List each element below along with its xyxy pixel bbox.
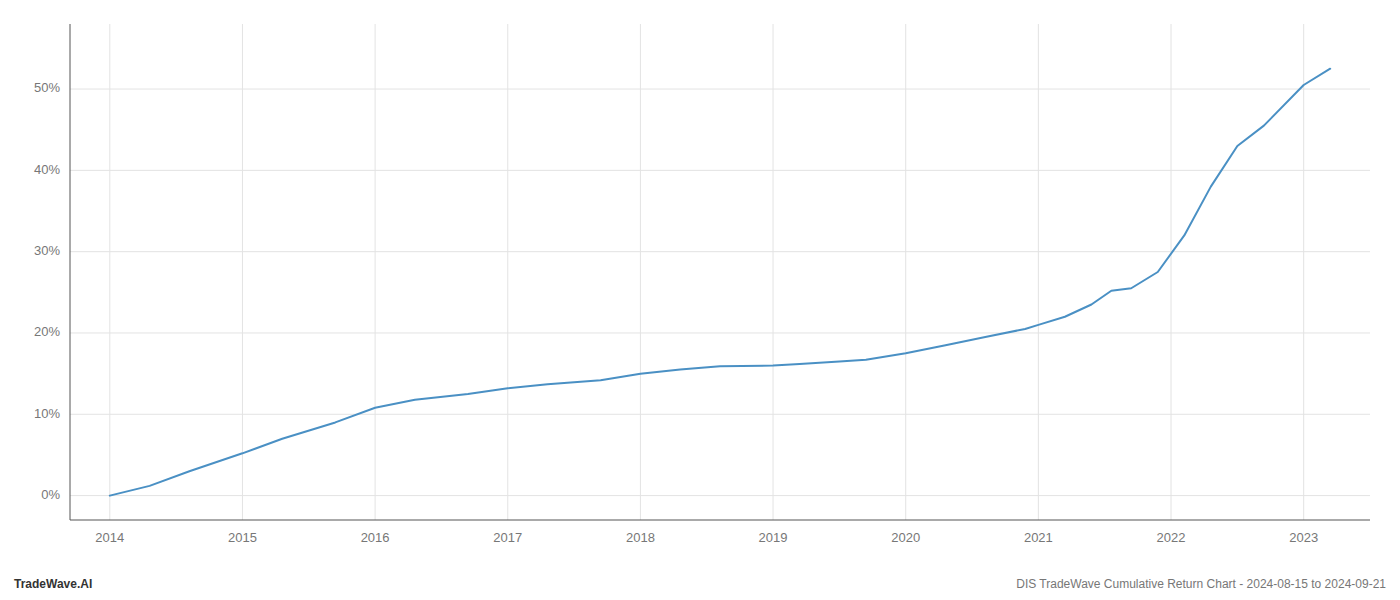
y-axis-line	[70, 24, 71, 520]
chart: 0% 10% 20% 30% 40% 50% 2014 2015 2016 2017 2018 201…	[0, 0, 1400, 600]
x-grid-line	[773, 24, 774, 520]
x-grid-line	[242, 24, 243, 520]
y-tick-label: 50%	[34, 80, 60, 95]
footer-right: DIS TradeWave Cumulative Return Chart - …	[1016, 577, 1386, 591]
x-tick-label: 2019	[759, 530, 788, 545]
y-grid-line	[70, 495, 1370, 496]
chart-container: 0% 10% 20% 30% 40% 50% 2014 2015 2016 2017 2018 201…	[0, 0, 1400, 600]
x-tick-label: 2020	[891, 530, 920, 545]
x-grid-line	[640, 24, 641, 520]
y-grid-line	[70, 89, 1370, 90]
x-grid-line	[1303, 24, 1304, 520]
axes	[70, 24, 1370, 520]
footer-left: TradeWave.AI	[14, 577, 92, 591]
y-tick-label: 0%	[41, 487, 60, 502]
y-grid-line	[70, 332, 1370, 333]
x-grid-line	[905, 24, 906, 520]
tick-labels: 0% 10% 20% 30% 40% 50% 2014 2015 2016 2017 2018 201…	[34, 80, 1318, 545]
x-tick-label: 2016	[361, 530, 390, 545]
x-axis-line	[70, 520, 1370, 521]
page: {"chart_data": {"type": "line", "x": [20…	[0, 0, 1400, 600]
x-tick-label: 2021	[1024, 530, 1053, 545]
x-grid-line	[507, 24, 508, 520]
series	[110, 69, 1330, 496]
x-tick-label: 2022	[1157, 530, 1186, 545]
line	[110, 69, 1330, 496]
y-grid-line	[70, 414, 1370, 415]
x-grid-line	[375, 24, 376, 520]
y-tick-label: 10%	[34, 406, 60, 421]
x-tick-label: 2015	[228, 530, 257, 545]
y-tick-label: 30%	[34, 243, 60, 258]
x-grid-line	[1038, 24, 1039, 520]
grid	[70, 24, 1370, 520]
x-grid-line	[109, 24, 110, 520]
y-tick-label: 20%	[34, 324, 60, 339]
x-tick-label: 2014	[95, 530, 124, 545]
x-tick-label: 2017	[493, 530, 522, 545]
y-tick-label: 40%	[34, 162, 60, 177]
y-grid-line	[70, 170, 1370, 171]
x-grid-line	[1171, 24, 1172, 520]
annotations: TradeWave.AI DIS TradeWave Cumulative Ret…	[14, 577, 1386, 591]
x-tick-label: 2023	[1289, 530, 1318, 545]
x-tick-label: 2018	[626, 530, 655, 545]
y-grid-line	[70, 251, 1370, 252]
